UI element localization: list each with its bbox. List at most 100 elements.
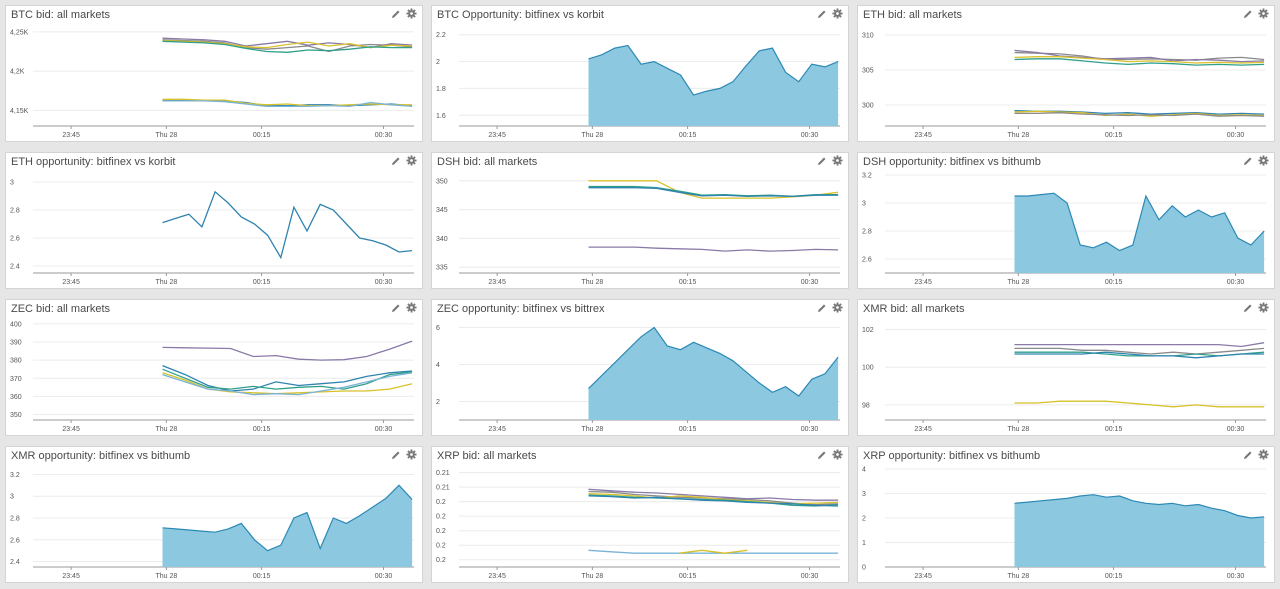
dashboard-panel[interactable]: XRP bid: all markets 0.21 0.21 0.2 0.2 0.2 0.2…	[431, 446, 849, 583]
panel-title: DSH bid: all markets	[437, 156, 538, 168]
panel-chart: 400 390 380 370 360 350 23:45 Thu 28 00:15 00:30	[10, 321, 414, 433]
series-line	[1014, 49, 1265, 63]
panel-actions	[391, 449, 417, 460]
panel-chart: 310 305 300 23:45 Thu 28 00:15 00:30	[862, 33, 1266, 139]
series-line	[588, 549, 839, 554]
dashboard-panel[interactable]: BTC bid: all markets 4,25K 4,2K 4,15K 23:45 T…	[5, 5, 423, 142]
y-tick-label: 1.6	[436, 113, 446, 120]
y-tick-label: 4,25K	[10, 29, 29, 36]
series-line	[588, 495, 839, 507]
x-tick-label: 23:45	[62, 279, 80, 286]
x-tick-label: 00:15	[1105, 132, 1123, 139]
pencil-icon[interactable]	[1243, 303, 1253, 313]
pencil-icon[interactable]	[391, 156, 401, 166]
y-tick-label: 0.21	[436, 485, 450, 492]
y-tick-label: 345	[436, 207, 448, 214]
x-tick-label: 00:30	[1227, 279, 1245, 286]
x-tick-label: 00:15	[679, 132, 697, 139]
gear-icon[interactable]	[1258, 449, 1269, 460]
dashboard-panel[interactable]: XMR opportunity: bitfinex vs bithumb 3.2 3…	[5, 446, 423, 583]
y-tick-label: 0.2	[436, 499, 446, 506]
pencil-icon[interactable]	[1243, 9, 1253, 19]
pencil-icon[interactable]	[817, 450, 827, 460]
y-tick-label: 380	[10, 358, 22, 365]
y-tick-label: 310	[862, 33, 874, 40]
x-tick-label: 23:45	[914, 132, 932, 139]
y-tick-label: 2.4	[10, 264, 20, 271]
y-tick-label: 390	[10, 339, 22, 346]
x-tick-label: 00:15	[1105, 426, 1123, 433]
dashboard-panel[interactable]: BTC Opportunity: bitfinex vs korbit 2.2 2 1…	[431, 5, 849, 142]
series-line	[588, 246, 839, 252]
panel-chart: 3.2 3 2.8 2.6 23:45 Thu 28 00:15 00:30	[862, 173, 1266, 286]
y-tick-label: 3	[862, 201, 866, 208]
y-tick-label: 2.2	[436, 32, 446, 39]
x-tick-label: Thu 28	[155, 426, 177, 433]
dashboard-panel[interactable]: ZEC opportunity: bitfinex vs bittrex 6 4 2 2…	[431, 299, 849, 436]
gear-icon[interactable]	[406, 8, 417, 19]
panel-chart: 6 4 2 23:45 Thu 28 00:15 00:30	[436, 325, 840, 433]
pencil-icon[interactable]	[391, 303, 401, 313]
gear-icon[interactable]	[1258, 8, 1269, 19]
dashboard-panel[interactable]: ETH opportunity: bitfinex vs korbit 3 2.8 2…	[5, 152, 423, 289]
dashboard-panel[interactable]: ZEC bid: all markets 400 390 380 370 360 350 23…	[5, 299, 423, 436]
y-tick-label: 4	[436, 362, 440, 369]
gear-icon[interactable]	[1258, 155, 1269, 166]
panel-actions	[1243, 302, 1269, 313]
area-fill	[162, 485, 413, 567]
pencil-icon[interactable]	[817, 303, 827, 313]
panel-title: XMR opportunity: bitfinex vs bithumb	[11, 450, 191, 462]
series-line	[679, 549, 748, 554]
x-tick-label: 00:30	[801, 426, 819, 433]
gear-icon[interactable]	[406, 302, 417, 313]
pencil-icon[interactable]	[391, 450, 401, 460]
y-tick-label: 1	[862, 540, 866, 547]
series-line	[162, 39, 413, 49]
gear-icon[interactable]	[832, 8, 843, 19]
y-tick-label: 305	[862, 68, 874, 75]
pencil-icon[interactable]	[1243, 450, 1253, 460]
panel-chart: 102 100 98 23:45 Thu 28 00:15 00:30	[862, 327, 1266, 433]
gear-icon[interactable]	[832, 302, 843, 313]
x-tick-label: 00:30	[1227, 426, 1245, 433]
panel-actions	[817, 155, 843, 166]
x-tick-label: 00:15	[253, 573, 271, 580]
series-line	[1014, 494, 1265, 519]
pencil-icon[interactable]	[817, 156, 827, 166]
series-line	[588, 493, 839, 505]
panel-actions	[391, 302, 417, 313]
gear-icon[interactable]	[406, 155, 417, 166]
pencil-icon[interactable]	[1243, 156, 1253, 166]
x-tick-label: 00:15	[253, 132, 271, 139]
x-tick-label: 00:30	[1227, 573, 1245, 580]
x-tick-label: 00:15	[679, 279, 697, 286]
pencil-icon[interactable]	[391, 9, 401, 19]
x-tick-label: 23:45	[914, 573, 932, 580]
gear-icon[interactable]	[832, 155, 843, 166]
panel-actions	[391, 155, 417, 166]
dashboard-panel[interactable]: ETH bid: all markets 310 305 300 23:45 Thu 28…	[857, 5, 1275, 142]
area-fill	[1014, 193, 1265, 273]
y-tick-label: 100	[862, 365, 874, 372]
pencil-icon[interactable]	[817, 9, 827, 19]
series-line	[162, 368, 413, 390]
y-tick-label: 3	[862, 491, 866, 498]
panel-chart: 3.2 3 2.8 2.6 2.4 23:45 Thu 28 00:15 00:30	[10, 472, 414, 580]
panel-title: BTC bid: all markets	[11, 9, 111, 21]
y-tick-label: 2.8	[10, 208, 20, 215]
dashboard-panel[interactable]: XRP opportunity: bitfinex vs bithumb 4 3 2 1…	[857, 446, 1275, 583]
panel-actions	[1243, 155, 1269, 166]
gear-icon[interactable]	[1258, 302, 1269, 313]
gear-icon[interactable]	[406, 449, 417, 460]
x-tick-label: Thu 28	[581, 132, 603, 139]
series-line	[588, 488, 839, 501]
panel-actions	[391, 8, 417, 19]
x-tick-label: 00:15	[679, 426, 697, 433]
gear-icon[interactable]	[832, 449, 843, 460]
dashboard-panel[interactable]: DSH bid: all markets 350 345 340 335 23:45 Thu…	[431, 152, 849, 289]
dashboard-panel[interactable]: DSH opportunity: bitfinex vs bithumb 3.2 3…	[857, 152, 1275, 289]
dashboard-panel[interactable]: XMR bid: all markets 102 100 98 23:45 Thu 28 0…	[857, 299, 1275, 436]
y-tick-label: 3.2	[10, 472, 20, 479]
series-line	[1014, 342, 1265, 348]
y-tick-label: 2	[862, 516, 866, 523]
